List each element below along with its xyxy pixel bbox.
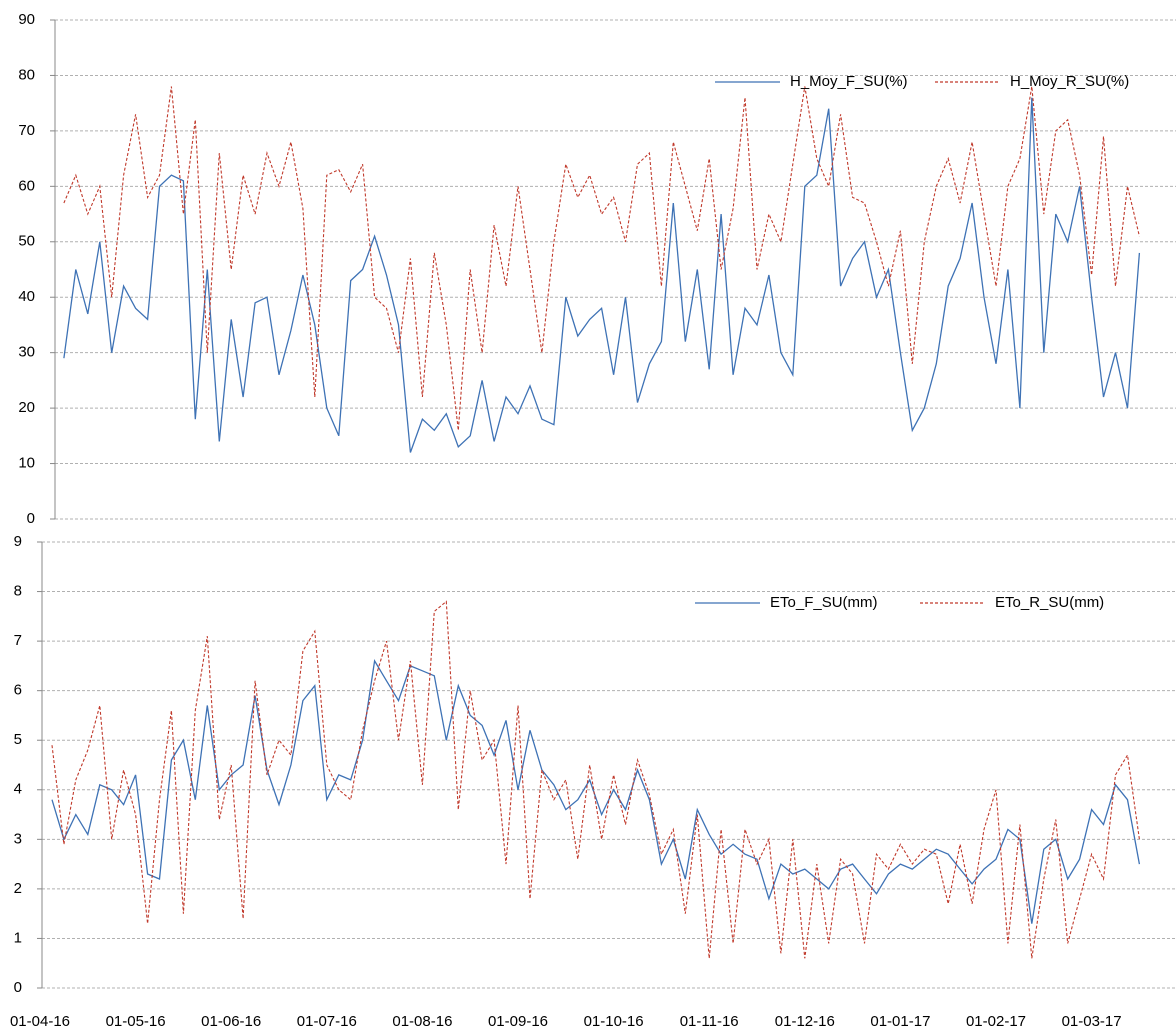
y-tick-label: 0 bbox=[27, 510, 35, 527]
y-tick-label: 2 bbox=[14, 880, 22, 897]
y-tick-label: 80 bbox=[18, 66, 35, 83]
y-tick-label: 1 bbox=[14, 929, 22, 946]
x-tick-label: 01-06-16 bbox=[201, 1013, 261, 1030]
x-tick-label: 01-12-16 bbox=[775, 1013, 835, 1030]
legend-label: H_Moy_F_SU(%) bbox=[790, 73, 908, 90]
x-tick-label: 01-09-16 bbox=[488, 1013, 548, 1030]
x-tick-label: 01-02-17 bbox=[966, 1013, 1026, 1030]
x-tick-label: 01-10-16 bbox=[584, 1013, 644, 1030]
y-tick-label: 10 bbox=[18, 455, 35, 472]
y-tick-label: 7 bbox=[14, 632, 22, 649]
y-tick-label: 3 bbox=[14, 830, 22, 847]
y-tick-label: 60 bbox=[18, 177, 35, 194]
x-tick-label: 01-04-16 bbox=[10, 1013, 70, 1030]
data-line bbox=[51, 659, 1141, 924]
legend-label: ETo_F_SU(mm) bbox=[770, 594, 878, 611]
y-tick-label: 6 bbox=[14, 682, 22, 699]
data-line bbox=[51, 600, 1140, 959]
data-line bbox=[63, 86, 1140, 431]
y-tick-label: 5 bbox=[14, 731, 22, 748]
x-tick-label: 01-01-17 bbox=[870, 1013, 930, 1030]
legend-label: H_Moy_R_SU(%) bbox=[1010, 73, 1129, 90]
x-tick-label: 01-08-16 bbox=[392, 1013, 452, 1030]
y-tick-label: 8 bbox=[14, 583, 22, 600]
y-tick-label: 20 bbox=[18, 399, 35, 416]
y-tick-label: 4 bbox=[14, 781, 22, 798]
y-tick-label: 30 bbox=[18, 344, 35, 361]
x-tick-label: 01-11-16 bbox=[680, 1013, 739, 1030]
y-tick-label: 50 bbox=[18, 233, 35, 250]
data-line bbox=[63, 97, 1141, 453]
x-tick-label: 01-03-17 bbox=[1062, 1013, 1122, 1030]
y-tick-label: 9 bbox=[14, 533, 22, 550]
y-tick-label: 90 bbox=[18, 11, 35, 28]
legend-label: ETo_R_SU(mm) bbox=[995, 594, 1104, 611]
x-tick-label: 01-07-16 bbox=[297, 1013, 357, 1030]
y-tick-label: 40 bbox=[18, 288, 35, 305]
y-tick-label: 70 bbox=[18, 122, 35, 139]
y-tick-label: 0 bbox=[14, 979, 22, 996]
x-tick-label: 01-05-16 bbox=[106, 1013, 166, 1030]
